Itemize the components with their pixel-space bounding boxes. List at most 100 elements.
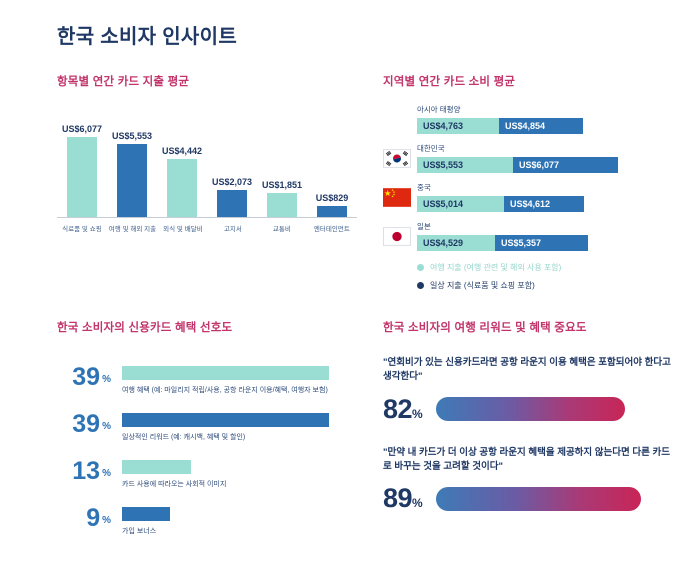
preference-row-everyday-rewards: 39 % 일상적인 리워드 (예: 캐시백, 혜택 및 할인) [57,412,383,442]
preference-bar [122,507,170,521]
preference-bar [122,413,329,427]
stat-block-lounge-included: "연회비가 있는 신용카드라면 공항 라운지 이용 혜택은 포함되어야 한다고 … [383,356,682,425]
category-label-dining-delivery: 외식 및 배달비 [162,226,203,233]
preference-percent-value: 39 [72,410,101,438]
legend-item-travel-spend: 여행 지출 (여행 관련 및 해외 사용 포함) [417,262,682,273]
bar-entertainment [317,206,347,217]
percent-sign: % [102,421,111,432]
region-label: 아시아 태평양 [417,105,461,114]
travel-spend-value: US$5,553 [423,160,464,170]
daily-spend-value: US$4,612 [510,199,551,209]
stat-percent-value: 82 [383,393,413,424]
bar-value-label: US$6,077 [61,124,103,134]
category-label-entertainment: 엔터테인먼트 [314,226,351,233]
stat-percent-value: 89 [383,483,413,513]
daily-spend-bar: US$4,612 [504,196,584,212]
region-chart-legend: 여행 지출 (여행 관련 및 해외 사용 포함) 일상 지출 (식료품 및 쇼핑… [383,262,682,291]
bar-groceries-shopping [67,137,97,217]
preference-percent-value: 13 [72,457,101,485]
travel-spend-value: US$4,763 [423,121,464,131]
section-title-travel-reward-importance: 한국 소비자의 여행 리워드 및 혜택 중요도 [383,322,587,334]
preference-label: 일상적인 리워드 (예: 캐시백, 혜택 및 할인) [122,434,246,441]
section-title-spend-by-category: 항목별 연간 카드 지출 평균 [57,76,190,88]
preference-percent-value: 39 [72,363,101,391]
bar-column-travel-overseas: US$5,553 [107,131,157,217]
region-label: 일본 [417,222,431,231]
section-title-spend-by-region: 지역별 연간 카드 소비 평균 [383,76,516,88]
preference-bar [122,366,329,380]
bars-area: US$6,077 US$5,553 US$4,442 US$2,073 [57,123,357,218]
gradient-stat-bar [436,397,625,421]
travel-spend-bar: US$5,553 [417,157,513,173]
china-flag-icon [383,187,417,207]
daily-spend-bar: US$4,854 [499,118,583,134]
daily-spend-legend-dot-icon [417,282,424,289]
preference-label: 가입 보너스 [122,528,157,535]
daily-spend-value: US$4,854 [505,121,546,131]
preference-label: 카드 사용에 따라오는 사회적 이미지 [122,481,227,488]
sections-grid: 항목별 연간 카드 지출 평균 US$6,077 US$5,553 US$4,4… [57,73,682,553]
gradient-stat-bar [436,486,641,511]
category-axis-labels: 식료품 및 쇼핑 여행 및 해외 지출 외식 및 배달비 고지서 교통비 엔터테… [57,224,357,234]
section-spend-by-category: 항목별 연간 카드 지출 평균 US$6,077 US$5,553 US$4,4… [57,73,383,319]
bar-column-transport: US$1,851 [257,180,307,217]
bar-transport [267,193,297,217]
bar-value-label: US$2,073 [211,177,253,187]
category-label-travel-overseas: 여행 및 해외 지출 [108,226,156,233]
south-korea-flag-icon [383,148,417,168]
percent-sign: % [102,468,111,479]
bar-value-label: US$5,553 [111,131,153,141]
bar-column-bills: US$2,073 [207,177,257,217]
daily-spend-bar: US$5,357 [495,235,588,251]
travel-spend-bar: US$4,763 [417,118,499,134]
section-title-benefit-preference: 한국 소비자의 신용카드 혜택 선호도 [57,322,233,334]
percent-sign: % [412,496,423,510]
travel-spend-bar: US$4,529 [417,235,495,251]
bar-dining-delivery [167,159,197,217]
section-benefit-preference: 한국 소비자의 신용카드 혜택 선호도 39 % 여행 혜택 (예: 마일리지 … [57,319,383,553]
travel-spend-bar: US$5,014 [417,196,504,212]
category-label-transport: 교통비 [273,226,292,233]
region-row-japan: 일본 US$4,529 US$5,357 [383,221,682,251]
daily-spend-value: US$6,077 [519,160,560,170]
region-row-china: 중국 US$5,014 US$4,612 [383,182,682,212]
bar-column-groceries-shopping: US$6,077 [57,124,107,217]
region-row-south-korea: 대한민국 US$5,553 US$6,077 [383,143,682,173]
percent-sign: % [412,406,423,421]
region-label: 대한민국 [417,144,445,153]
preference-row-social-image: 13 % 카드 사용에 따라오는 사회적 이미지 [57,459,383,489]
percent-sign: % [102,374,111,385]
bar-value-label: US$4,442 [161,146,203,156]
section-travel-reward-importance: 한국 소비자의 여행 리워드 및 혜택 중요도 "연회비가 있는 신용카드라면 … [383,319,682,553]
preference-bar [122,460,191,474]
preference-label: 여행 혜택 (예: 마일리지 적립/사용, 공항 라운지 이용/혜택, 여행자 … [122,387,328,394]
region-label: 중국 [417,183,431,192]
preference-bar-chart: 39 % 여행 혜택 (예: 마일리지 적립/사용, 공항 라운지 이용/혜택,… [57,365,383,536]
daily-spend-bar: US$6,077 [513,157,618,173]
page-title: 한국 소비자 인사이트 [57,26,238,48]
bar-value-label: US$829 [315,193,349,203]
daily-spend-value: US$5,357 [501,238,542,248]
category-label-bills: 고지서 [223,226,242,233]
percent-sign: % [102,515,111,526]
travel-spend-value: US$5,014 [423,199,464,209]
stat-quote: "만약 내 카드가 더 이상 공항 라운지 혜택을 제공하지 않는다면 다른 카… [383,446,670,472]
bar-column-dining-delivery: US$4,442 [157,146,207,217]
travel-spend-legend-dot-icon [417,264,424,271]
legend-label: 여행 지출 (여행 관련 및 해외 사용 포함) [430,263,562,272]
travel-spend-value: US$4,529 [423,238,464,248]
category-label-groceries-shopping: 식료품 및 쇼핑 [62,226,102,233]
stat-block-switch-card: "만약 내 카드가 더 이상 공항 라운지 혜택을 제공하지 않는다면 다른 카… [383,446,682,515]
bar-travel-overseas [117,144,147,217]
preference-percent-value: 9 [86,504,101,532]
legend-label: 일상 지출 (식료품 및 쇼핑 포함) [430,281,535,290]
japan-flag-icon [383,226,417,246]
preference-row-travel-benefits: 39 % 여행 혜택 (예: 마일리지 적립/사용, 공항 라운지 이용/혜택,… [57,365,383,395]
preference-row-signup-bonus: 9 % 가입 보너스 [57,506,383,536]
category-bar-chart: US$6,077 US$5,553 US$4,442 US$2,073 [57,123,357,234]
stat-quote: "연회비가 있는 신용카드라면 공항 라운지 이용 혜택은 포함되어야 한다고 … [383,357,671,383]
bar-bills [217,190,247,217]
bar-column-entertainment: US$829 [307,193,357,217]
region-bar-chart: 아시아 태평양 US$4,763 US$4,854 [383,104,682,251]
